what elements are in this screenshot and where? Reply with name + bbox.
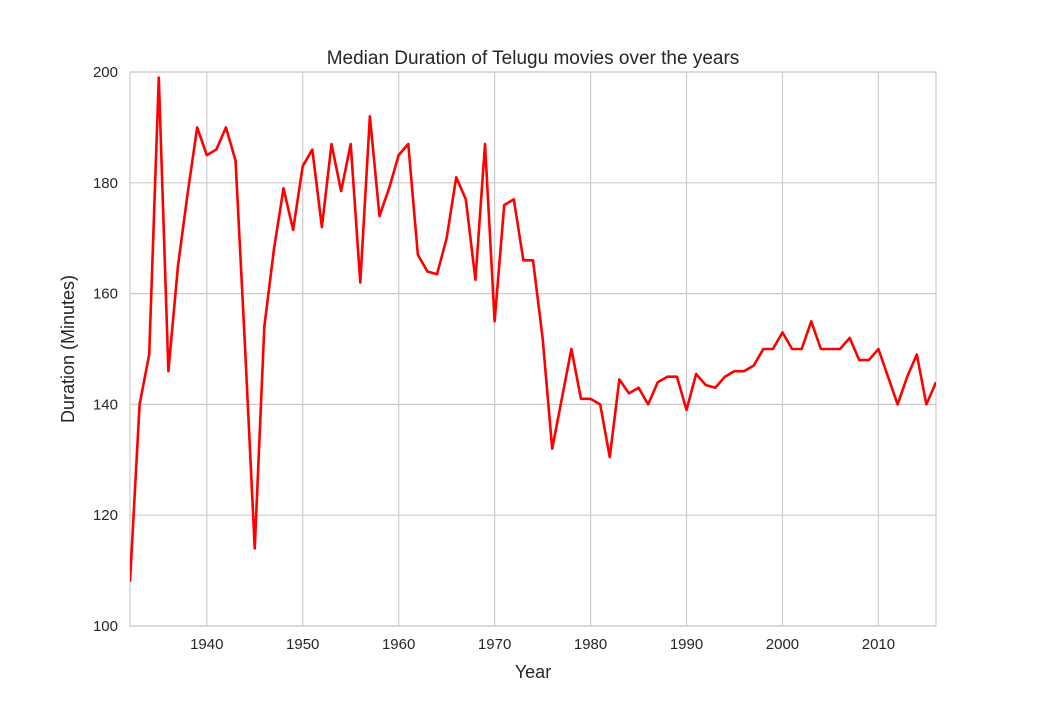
y-tick-label: 160	[93, 286, 118, 303]
x-tick-label: 1970	[478, 636, 511, 653]
x-tick-labels: 1940 1950 1960 1970 1980 1990 2000 2010	[190, 636, 895, 653]
y-axis-title: Duration (Minutes)	[58, 275, 78, 423]
y-tick-label: 100	[93, 618, 118, 635]
x-axis-title: Year	[515, 662, 551, 682]
y-tick-label: 200	[93, 64, 118, 81]
y-tick-labels: 100 120 140 160 180 200	[93, 64, 118, 635]
plot-area-border	[129, 71, 937, 627]
x-tick-label: 1960	[382, 636, 415, 653]
x-tick-label: 2010	[862, 636, 895, 653]
grid-lines	[130, 71, 936, 627]
y-tick-label: 180	[93, 175, 118, 192]
x-tick-label: 1950	[286, 636, 319, 653]
x-tick-label: 1990	[670, 636, 703, 653]
y-tick-label: 140	[93, 396, 118, 413]
x-tick-label: 2000	[766, 636, 799, 653]
x-tick-label: 1980	[574, 636, 607, 653]
series-line-median-duration	[130, 76, 936, 582]
chart-title: Median Duration of Telugu movies over th…	[327, 48, 740, 69]
x-tick-label: 1940	[190, 636, 223, 653]
y-tick-label: 120	[93, 507, 118, 524]
